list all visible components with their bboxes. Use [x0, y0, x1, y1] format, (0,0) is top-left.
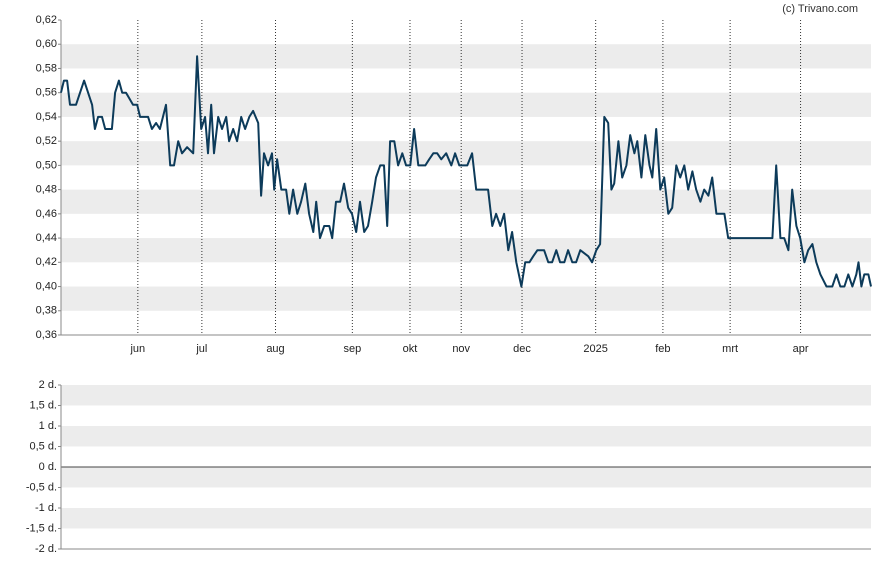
watermark: (c) Trivano.com: [782, 3, 858, 15]
y-tick-label: 0,50: [36, 159, 57, 171]
grid-band: [61, 508, 871, 529]
grid-band: [61, 238, 871, 263]
y-tick-label: 0,56: [36, 87, 57, 99]
x-tick-label: feb: [655, 343, 670, 355]
x-tick-label: jun: [129, 343, 145, 355]
y-tick-label: 0,42: [36, 256, 57, 268]
y-tick-label: 0,54: [36, 111, 57, 123]
grid-band: [61, 426, 871, 447]
x-tick-label: aug: [266, 343, 284, 355]
x-tick-label: jul: [195, 343, 207, 355]
y-tick-label: -1 d.: [35, 502, 57, 514]
y-tick-label: 0,5 d.: [29, 440, 57, 452]
x-tick-label: sep: [343, 343, 361, 355]
x-tick-label: apr: [793, 343, 809, 355]
y-tick-label: -0,5 d.: [26, 481, 57, 493]
y-tick-label: 0,44: [36, 232, 57, 244]
x-tick-label: okt: [403, 343, 418, 355]
y-tick-label: 0,62: [36, 14, 57, 26]
y-tick-label: 0,58: [36, 62, 57, 74]
price-line: [60, 55, 872, 288]
y-tick-label: 0,40: [36, 280, 57, 292]
grid-band: [61, 44, 871, 69]
y-tick-label: 0,46: [36, 208, 57, 220]
y-tick-label: 0 d.: [39, 461, 57, 473]
y-tick-label: 0,52: [36, 135, 57, 147]
x-tick-label: nov: [452, 343, 470, 355]
y-tick-label: -1,5 d.: [26, 522, 57, 534]
y-tick-label: 0,48: [36, 184, 57, 196]
y-tick-label: 0,60: [36, 38, 57, 50]
x-tick-label: 2025: [583, 343, 607, 355]
y-tick-label: -2 d.: [35, 543, 57, 555]
grid-band: [61, 467, 871, 488]
grid-band: [61, 92, 871, 117]
grid-band: [61, 385, 871, 406]
y-tick-label: 2 d.: [39, 379, 57, 391]
grid-band: [61, 189, 871, 214]
y-tick-label: 0,36: [36, 329, 57, 341]
grid-band: [61, 286, 871, 311]
y-tick-label: 0,38: [36, 305, 57, 317]
x-tick-label: mrt: [722, 343, 738, 355]
x-tick-label: dec: [513, 343, 531, 355]
y-tick-label: 1,5 d.: [29, 399, 57, 411]
y-tick-label: 1 d.: [39, 420, 57, 432]
grid-band: [61, 141, 871, 166]
